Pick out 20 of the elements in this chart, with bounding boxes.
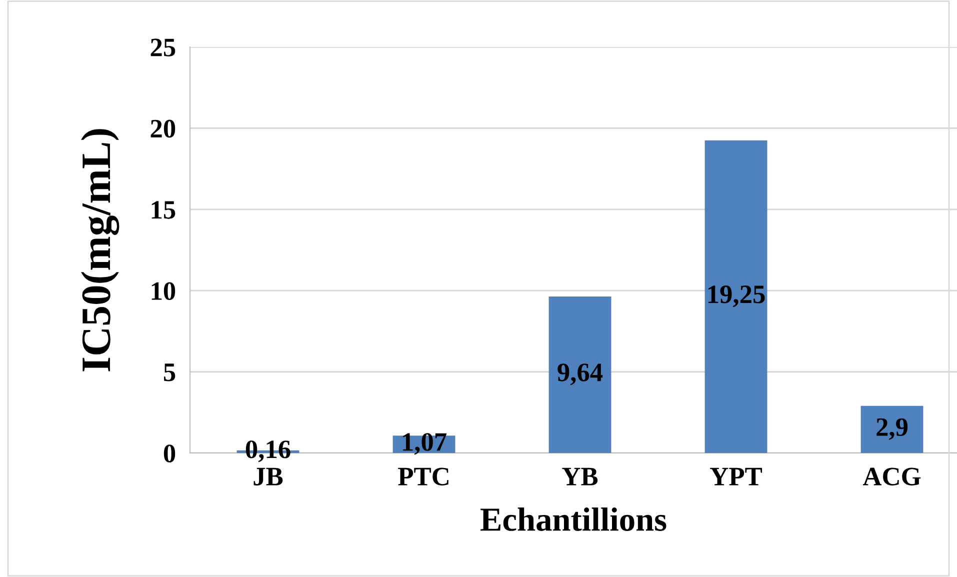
y-tick-label: 0 xyxy=(164,444,176,462)
bar xyxy=(860,406,924,453)
y-tick-label: 20 xyxy=(150,120,176,138)
x-axis-title: Echantillions xyxy=(480,507,666,531)
bar xyxy=(704,140,768,453)
y-tick-label: 15 xyxy=(152,201,176,219)
data-label: 2,9 xyxy=(876,418,908,440)
data-label: 9,64 xyxy=(558,364,603,386)
y-tick-label: 5 xyxy=(164,364,176,382)
x-tick-label: ACG xyxy=(862,468,921,486)
y-tick-label: 25 xyxy=(150,38,176,56)
x-tick-label: YPT xyxy=(710,468,762,486)
x-tick-label: PTC xyxy=(398,468,448,486)
y-axis-title: IC50(mg/mL) xyxy=(81,129,120,372)
x-tick-label: YB xyxy=(562,468,598,486)
y-tick-label: 10 xyxy=(152,282,176,300)
x-tick-label: JB xyxy=(254,468,283,486)
data-label: 1,07 xyxy=(403,433,446,455)
data-label: 19,25 xyxy=(708,286,765,308)
bar xyxy=(548,296,612,453)
